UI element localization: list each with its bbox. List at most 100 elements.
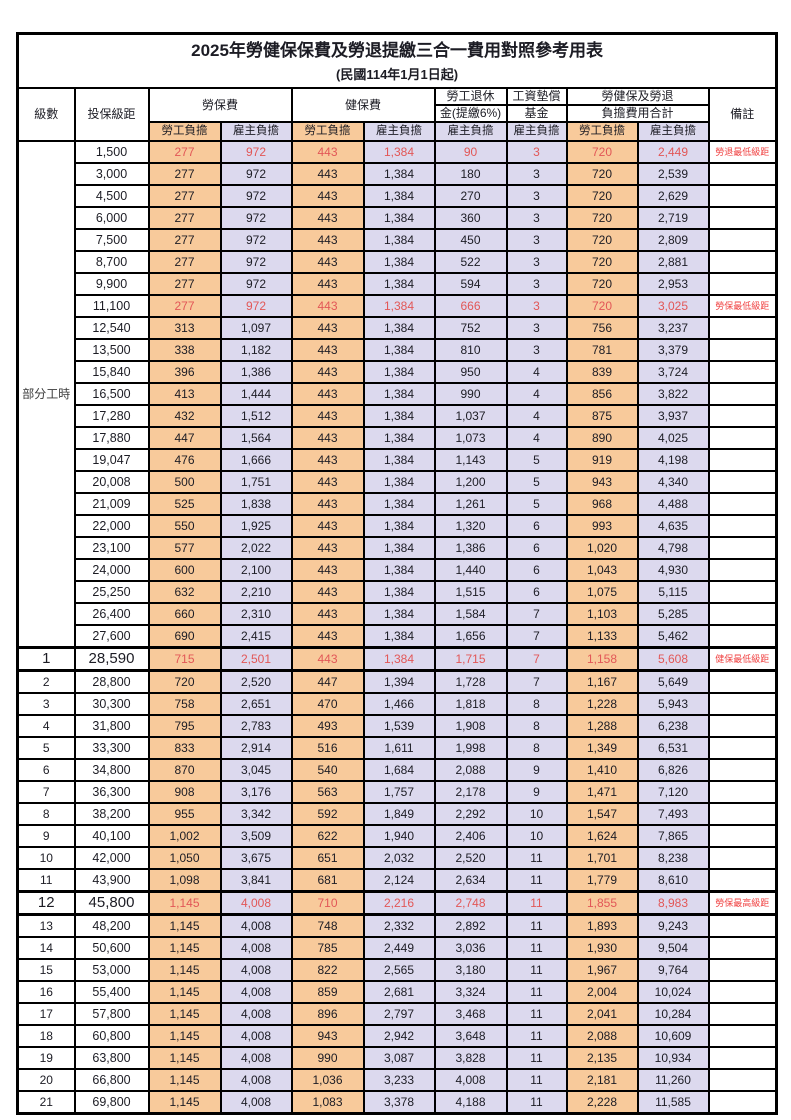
value-cell-fund-employer: 3: [505, 206, 568, 230]
value-cell-health-employee: 443: [290, 272, 365, 296]
value-cell-labor-employee: 277: [147, 250, 222, 274]
value-cell-total-employer: 2,881: [636, 250, 710, 274]
value-cell-health-employee: 443: [290, 404, 365, 428]
value-cell-labor-employer: 2,501: [219, 646, 293, 672]
value-cell-total-employer: 3,822: [636, 382, 710, 406]
remark-cell: [707, 602, 778, 626]
table-row: 5 33,300 833 2,914 516 1,611 1,998 8 1,349 6,531: [16, 736, 778, 760]
value-cell-pension-employer: 1,261: [433, 492, 508, 516]
value-cell-fund-employer: 3: [505, 338, 568, 362]
bracket-cell: 43,900: [73, 868, 150, 893]
value-cell-labor-employer: 1,097: [219, 316, 293, 340]
value-cell-total-employee: 890: [565, 426, 639, 450]
value-cell-labor-employee: 1,145: [147, 1002, 222, 1026]
col-header-total-line2: 負擔費用合計: [565, 104, 710, 123]
value-cell-fund-employer: 11: [505, 868, 568, 893]
value-cell-health-employer: 1,384: [362, 140, 436, 164]
value-cell-labor-employer: 972: [219, 272, 293, 296]
subheader-pension-employer: 雇主負擔: [433, 121, 508, 142]
value-cell-health-employer: 1,384: [362, 162, 436, 186]
subheader-total-employer: 雇主負擔: [636, 121, 710, 142]
remark-cell: 勞退最低級距: [707, 140, 778, 164]
value-cell-pension-employer: 1,037: [433, 404, 508, 428]
remark-cell: [707, 936, 778, 960]
value-cell-health-employer: 2,449: [362, 936, 436, 960]
value-cell-health-employee: 622: [290, 824, 365, 848]
value-cell-labor-employer: 1,564: [219, 426, 293, 450]
value-cell-total-employer: 5,462: [636, 624, 710, 649]
value-cell-total-employer: 5,649: [636, 669, 710, 694]
remark-cell: [707, 958, 778, 982]
value-cell-fund-employer: 8: [505, 714, 568, 738]
value-cell-total-employer: 2,719: [636, 206, 710, 230]
level-cell: 3: [16, 692, 76, 716]
value-cell-labor-employee: 720: [147, 669, 222, 694]
value-cell-total-employer: 6,826: [636, 758, 710, 782]
value-cell-total-employer: 3,379: [636, 338, 710, 362]
value-cell-labor-employee: 338: [147, 338, 222, 362]
value-cell-fund-employer: 7: [505, 624, 568, 649]
value-cell-total-employee: 1,020: [565, 536, 639, 560]
value-cell-total-employer: 11,585: [636, 1090, 710, 1115]
value-cell-fund-employer: 11: [505, 936, 568, 960]
remark-cell: [707, 780, 778, 804]
value-cell-labor-employee: 758: [147, 692, 222, 716]
table-row: 12,540 313 1,097 443 1,384 752 3 756 3,237: [18, 316, 778, 340]
value-cell-total-employer: 5,115: [636, 580, 710, 604]
bracket-cell: 20,008: [73, 470, 150, 494]
table-row: 20,008 500 1,751 443 1,384 1,200 5 943 4,340: [18, 470, 778, 494]
value-cell-health-employer: 1,384: [362, 294, 436, 318]
value-cell-labor-employer: 2,022: [219, 536, 293, 560]
value-cell-health-employee: 896: [290, 1002, 365, 1026]
level-cell: 5: [16, 736, 76, 760]
value-cell-pension-employer: 1,143: [433, 448, 508, 472]
remark-cell: [707, 558, 778, 582]
value-cell-fund-employer: 3: [505, 184, 568, 208]
value-cell-total-employee: 1,893: [565, 913, 639, 938]
value-cell-fund-employer: 3: [505, 250, 568, 274]
value-cell-health-employee: 822: [290, 958, 365, 982]
level-cell: 12: [16, 890, 76, 916]
value-cell-total-employee: 1,779: [565, 868, 639, 893]
value-cell-total-employee: 720: [565, 250, 639, 274]
value-cell-fund-employer: 6: [505, 558, 568, 582]
bracket-cell: 57,800: [73, 1002, 150, 1026]
value-cell-fund-employer: 11: [505, 913, 568, 938]
value-cell-total-employer: 9,764: [636, 958, 710, 982]
level-cell: 14: [16, 936, 76, 960]
table-row: 11,100 277 972 443 1,384 666 3 720 3,025 勞保最低級距: [18, 294, 778, 318]
table-row: 18 60,800 1,145 4,008 943 2,942 3,648 11 2,088 10…: [16, 1024, 778, 1048]
value-cell-labor-employee: 795: [147, 714, 222, 738]
bracket-cell: 30,300: [73, 692, 150, 716]
bracket-cell: 28,800: [73, 669, 150, 694]
value-cell-fund-employer: 9: [505, 758, 568, 782]
table-row: 4,500 277 972 443 1,384 270 3 720 2,629: [18, 184, 778, 208]
value-cell-total-employer: 4,635: [636, 514, 710, 538]
value-cell-pension-employer: 1,656: [433, 624, 508, 649]
table-row: 4 31,800 795 2,783 493 1,539 1,908 8 1,288 6,238: [16, 714, 778, 738]
value-cell-health-employer: 1,384: [362, 470, 436, 494]
value-cell-total-employee: 1,547: [565, 802, 639, 826]
value-cell-pension-employer: 1,320: [433, 514, 508, 538]
value-cell-fund-employer: 3: [505, 272, 568, 296]
value-cell-total-employer: 10,934: [636, 1046, 710, 1070]
value-cell-labor-employer: 1,182: [219, 338, 293, 362]
value-cell-labor-employee: 955: [147, 802, 222, 826]
value-cell-health-employee: 443: [290, 228, 365, 252]
value-cell-health-employee: 443: [290, 338, 365, 362]
table-row: 8,700 277 972 443 1,384 522 3 720 2,881: [18, 250, 778, 274]
value-cell-total-employer: 8,238: [636, 846, 710, 870]
value-cell-labor-employer: 3,176: [219, 780, 293, 804]
title-cell: 2025年勞健保保費及勞退提繳三合一費用對照參考用表 (民國114年1月1日起): [16, 32, 778, 89]
value-cell-pension-employer: 1,908: [433, 714, 508, 738]
level-cell: 17: [16, 1002, 76, 1026]
table-row: 9,900 277 972 443 1,384 594 3 720 2,953: [18, 272, 778, 296]
table-row: 15 53,000 1,145 4,008 822 2,565 3,180 11 1,967 9,…: [16, 958, 778, 982]
value-cell-health-employee: 1,083: [290, 1090, 365, 1115]
bracket-cell: 69,800: [73, 1090, 150, 1115]
value-cell-pension-employer: 522: [433, 250, 508, 274]
value-cell-total-employer: 7,493: [636, 802, 710, 826]
value-cell-fund-employer: 7: [505, 602, 568, 626]
value-cell-total-employer: 8,610: [636, 868, 710, 893]
value-cell-health-employer: 1,384: [362, 426, 436, 450]
